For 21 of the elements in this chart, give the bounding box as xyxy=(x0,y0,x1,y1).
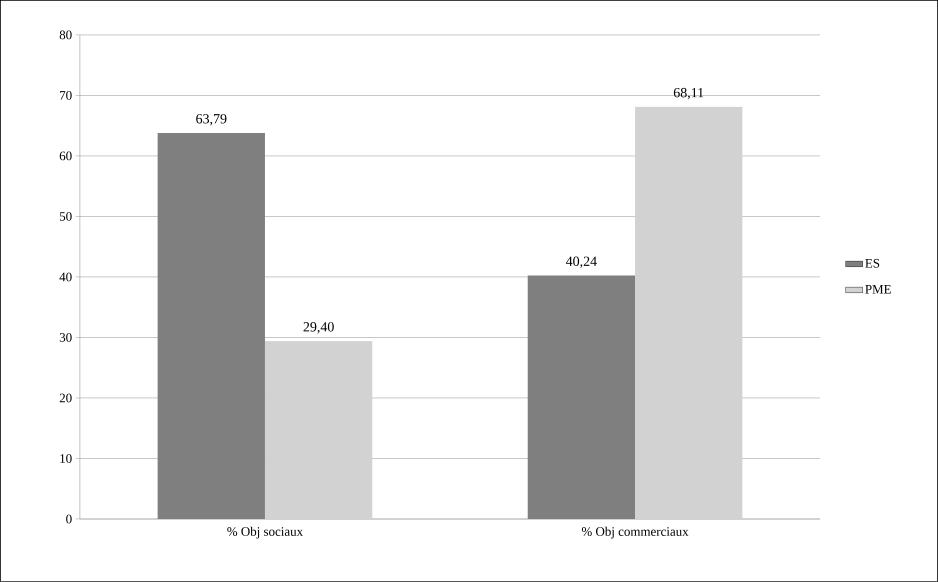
data-label: 63,79 xyxy=(196,114,226,126)
data-label: 29,40 xyxy=(304,322,334,334)
bar xyxy=(635,106,742,520)
y-tick-label: 20 xyxy=(60,394,72,402)
bar xyxy=(158,133,265,520)
y-tick-label: 10 xyxy=(60,454,72,463)
y-tick-label: 0 xyxy=(66,514,72,524)
x-tick-label: % Obj sociaux xyxy=(227,526,303,539)
bar xyxy=(264,341,372,520)
y-tick-label: 30 xyxy=(60,333,72,342)
legend-label: ES xyxy=(865,258,880,268)
data-label: 40,24 xyxy=(566,256,597,268)
y-tick-label: 80 xyxy=(60,30,72,40)
data-label: 68,11 xyxy=(674,88,704,100)
y-tick-label: 50 xyxy=(60,212,72,221)
bar xyxy=(528,276,636,520)
legend-label: PME xyxy=(865,285,891,294)
y-tick-label: 60 xyxy=(60,152,72,160)
x-tick-label: % Obj commerciaux xyxy=(582,526,688,539)
y-tick-label: 70 xyxy=(60,91,72,100)
y-tick-label: 40 xyxy=(59,272,72,282)
